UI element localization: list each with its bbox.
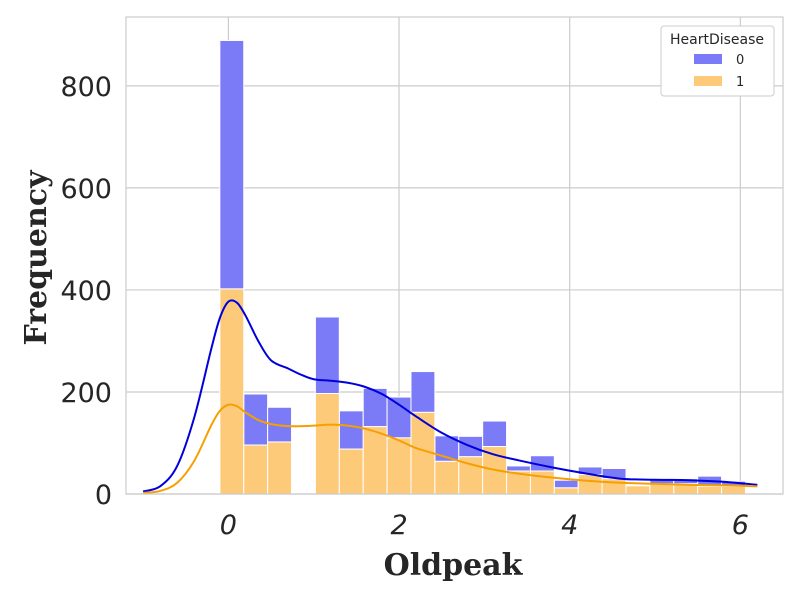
y-tick-label-0: 0 (95, 480, 112, 511)
legend: HeartDisease 0 1 (660, 25, 775, 97)
bar-series-1-bin-4 (314, 392, 340, 495)
bar-series-1-bin-6 (362, 426, 388, 495)
bar-series-1-bin-13 (529, 470, 555, 495)
series-0-bars (219, 39, 746, 489)
y-axis-label: Frequency (19, 169, 54, 346)
x-tick-label-2: 4 (561, 510, 578, 541)
bar-series-1-bin-1 (243, 444, 269, 495)
plot-frame (125, 16, 784, 495)
kde-curve-0 (142, 299, 758, 493)
x-tick-label-3: 6 (732, 510, 749, 541)
x-tick-label-1: 2 (390, 510, 407, 541)
y-tick-label-2: 400 (60, 276, 112, 307)
bar-series-1-bin-15 (577, 474, 603, 495)
series-1-bars (219, 288, 746, 495)
bar-series-0-bin-0 (219, 39, 245, 290)
bar-series-1-bin-9 (434, 460, 460, 495)
bar-series-1-bin-7 (386, 437, 412, 495)
y-tick-label-3: 600 (60, 174, 112, 205)
legend-label-1: 1 (736, 75, 744, 90)
bar-series-0-bin-7 (386, 396, 412, 439)
bar-series-1-bin-0 (219, 288, 245, 495)
y-tick-label-1: 200 (60, 378, 112, 409)
legend-label-0: 0 (736, 53, 744, 68)
legend-swatch-0 (694, 54, 722, 64)
bar-series-1-bin-21 (721, 485, 746, 495)
kde-curve-1 (142, 403, 758, 494)
bar-series-1-bin-20 (697, 485, 723, 495)
legend-swatch-1 (694, 76, 722, 86)
x-tick-labels: 0 2 4 6 (220, 510, 749, 541)
bar-series-1-bin-5 (338, 448, 364, 495)
bar-series-0-bin-11 (482, 420, 508, 448)
bar-series-0-bin-5 (338, 410, 364, 450)
bar-series-0-bin-12 (506, 465, 531, 472)
y-tick-labels: 0 200 400 600 800 (60, 72, 112, 511)
bar-series-1-bin-18 (649, 483, 675, 495)
bar-series-0-bin-8 (410, 371, 436, 413)
x-tick-label-0: 0 (220, 510, 237, 541)
bar-series-1-bin-2 (267, 441, 293, 495)
y-tick-label-4: 800 (60, 72, 112, 103)
bar-series-1-bin-14 (553, 487, 579, 495)
bar-series-1-bin-17 (625, 485, 651, 495)
x-axis-label: Oldpeak (384, 548, 524, 583)
bar-series-0-bin-14 (553, 479, 579, 489)
bar-series-1-bin-16 (601, 478, 627, 495)
legend-title: HeartDisease (670, 32, 764, 48)
